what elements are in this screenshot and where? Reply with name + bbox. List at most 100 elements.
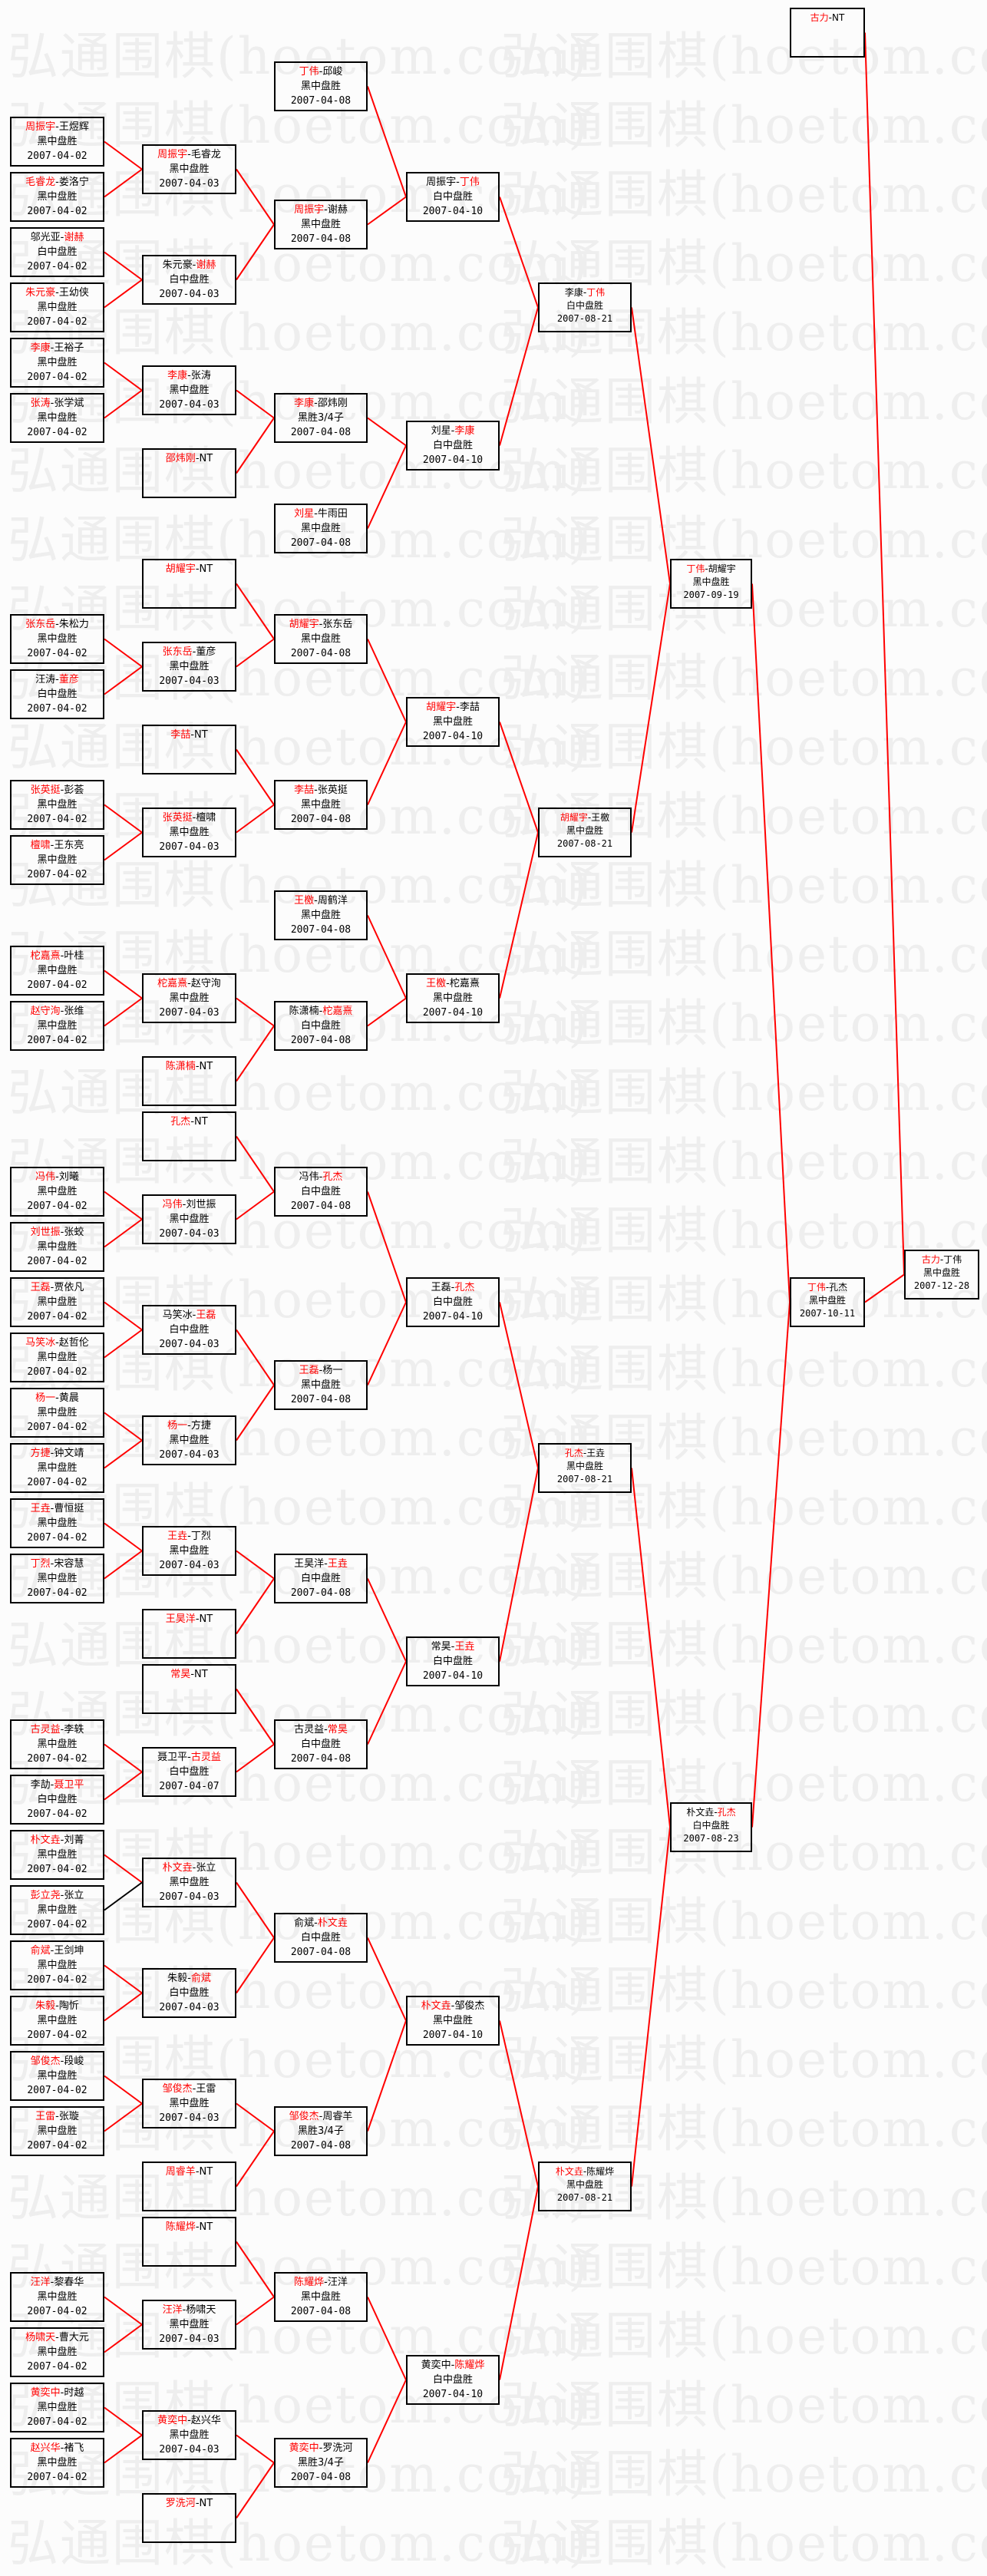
bye-match-box[interactable]: 周睿羊-NT — [142, 2162, 236, 2211]
match-box[interactable]: 马笑冰-王磊 白中盘胜 2007-04-03 — [142, 1305, 236, 1355]
bye-match-box[interactable]: 邵炜刚-NT — [142, 448, 236, 498]
bye-match-box[interactable]: 常昊-NT — [142, 1664, 236, 1714]
match-box[interactable]: 张英挺-檀啸 黑中盘胜 2007-04-03 — [142, 807, 236, 857]
match-box[interactable]: 李康-丁伟 白中盘胜 2007-08-21 — [538, 282, 632, 332]
match-box[interactable]: 张涛-张学斌 黑中盘胜 2007-04-02 — [10, 393, 104, 443]
match-box[interactable]: 马笑冰-赵哲伦 黑中盘胜 2007-04-02 — [10, 1333, 104, 1382]
match-box[interactable]: 冯伟-刘世振 黑中盘胜 2007-04-03 — [142, 1194, 236, 1244]
match-box[interactable]: 朴文垚-陈耀烨 黑中盘胜 2007-08-21 — [538, 2162, 632, 2211]
match-box[interactable]: 邹俊杰-王雷 黑中盘胜 2007-04-03 — [142, 2079, 236, 2129]
match-box[interactable]: 黄奕中-赵兴华 黑中盘胜 2007-04-03 — [142, 2410, 236, 2460]
match-box[interactable]: 黄奕中-罗洗河 黑胜3/4子 2007-04-08 — [274, 2438, 368, 2488]
bye-match-box[interactable]: 孔杰-NT — [142, 1111, 236, 1161]
match-box[interactable]: 邬光亚-谢赫 白中盘胜 2007-04-02 — [10, 227, 104, 277]
match-box[interactable]: 丁伟-孔杰 黑中盘胜 2007-10-11 — [790, 1277, 865, 1327]
bracket-connector — [236, 997, 275, 1027]
match-box[interactable]: 俞斌-朴文垚 白中盘胜 2007-04-08 — [274, 1913, 368, 1963]
bye-match-box[interactable]: 陈耀烨-NT — [142, 2217, 236, 2267]
match-box[interactable]: 朱元豪-谢赫 白中盘胜 2007-04-03 — [142, 255, 236, 305]
match-box[interactable]: 李喆-张英挺 黑中盘胜 2007-04-08 — [274, 780, 368, 830]
match-box[interactable]: 柁嘉熹-叶桂 黑中盘胜 2007-04-02 — [10, 946, 104, 996]
bye-match-box[interactable]: 李喆-NT — [142, 725, 236, 774]
match-box[interactable]: 王垚-丁烈 黑中盘胜 2007-04-03 — [142, 1526, 236, 1576]
match-box[interactable]: 张东岳-朱松力 黑中盘胜 2007-04-02 — [10, 614, 104, 664]
match-box[interactable]: 聂卫平-古灵益 白中盘胜 2007-04-07 — [142, 1747, 236, 1797]
match-box[interactable]: 陈潇楠-柁嘉熹 白中盘胜 2007-04-08 — [274, 1001, 368, 1051]
match-box[interactable]: 张东岳-董彦 黑中盘胜 2007-04-03 — [142, 642, 236, 692]
match-box[interactable]: 王垚-曹恒挺 黑中盘胜 2007-04-02 — [10, 1498, 104, 1548]
match-box[interactable]: 黄奕中-陈耀烨 白中盘胜 2007-04-10 — [406, 2355, 500, 2405]
match-box[interactable]: 朱元豪-王幼侠 黑中盘胜 2007-04-02 — [10, 282, 104, 332]
match-box[interactable]: 王磊-孔杰 白中盘胜 2007-04-10 — [406, 1277, 500, 1327]
match-box[interactable]: 周振宇-王煜辉 黑中盘胜 2007-04-02 — [10, 117, 104, 167]
match-box[interactable]: 冯伟-刘曦 黑中盘胜 2007-04-02 — [10, 1167, 104, 1217]
match-box[interactable]: 胡耀宇-李喆 黑中盘胜 2007-04-10 — [406, 697, 500, 747]
match-result: 黑中盘胜 — [37, 2015, 78, 2026]
match-box[interactable]: 周振宇-丁伟 白中盘胜 2007-04-10 — [406, 172, 500, 222]
match-box[interactable]: 朴文垚-刘菁 黑中盘胜 2007-04-02 — [10, 1830, 104, 1880]
bye-match-box[interactable]: 王昊洋-NT — [142, 1609, 236, 1659]
match-box[interactable]: 王磊-杨一 黑中盘胜 2007-04-08 — [274, 1360, 368, 1410]
match-box[interactable]: 陈耀烨-汪洋 黑中盘胜 2007-04-08 — [274, 2272, 368, 2322]
match-box[interactable]: 朴文垚-邹俊杰 黑中盘胜 2007-04-10 — [406, 1996, 500, 2046]
bye-match-box[interactable]: 胡耀宇-NT — [142, 559, 236, 609]
match-box[interactable]: 李康-张涛 黑中盘胜 2007-04-03 — [142, 365, 236, 415]
match-box[interactable]: 朴文垚-张立 黑中盘胜 2007-04-03 — [142, 1858, 236, 1907]
match-box[interactable]: 黄奕中-时越 黑中盘胜 2007-04-02 — [10, 2383, 104, 2432]
match-box[interactable]: 汪涛-董彦 白中盘胜 2007-04-02 — [10, 669, 104, 719]
match-box[interactable]: 王雷-张璇 黑中盘胜 2007-04-02 — [10, 2106, 104, 2156]
match-box[interactable]: 毛睿龙-娄洛宁 黑中盘胜 2007-04-02 — [10, 172, 104, 222]
match-box[interactable]: 王檄-柁嘉熹 黑中盘胜 2007-04-10 — [406, 973, 500, 1023]
match-box[interactable]: 胡耀宇-张东岳 黑中盘胜 2007-04-08 — [274, 614, 368, 664]
match-box[interactable]: 王磊-贾依凡 黑中盘胜 2007-04-02 — [10, 1277, 104, 1327]
match-box[interactable]: 丁伟-胡耀宇 黑中盘胜 2007-09-19 — [670, 559, 752, 609]
match-box[interactable]: 檀啸-王东亮 黑中盘胜 2007-04-02 — [10, 835, 104, 885]
match-box[interactable]: 邹俊杰-周睿羊 黑胜3/4子 2007-04-08 — [274, 2106, 368, 2156]
match-box[interactable]: 朱毅-俞斌 白中盘胜 2007-04-03 — [142, 1968, 236, 2018]
match-result: 白中盘胜 — [169, 1324, 210, 1336]
match-box[interactable]: 古力-丁伟 黑中盘胜 2007-12-28 — [904, 1250, 979, 1300]
match-box[interactable]: 古灵益-常昊 白中盘胜 2007-04-08 — [274, 1719, 368, 1769]
separator: - — [60, 1227, 64, 1238]
match-box[interactable]: 柁嘉熹-赵守洵 黑中盘胜 2007-04-03 — [142, 973, 236, 1023]
match-box[interactable]: 冯伟-孔杰 白中盘胜 2007-04-08 — [274, 1167, 368, 1217]
match-box[interactable]: 汪洋-黎春华 黑中盘胜 2007-04-02 — [10, 2272, 104, 2322]
match-box[interactable]: 方捷-钟文靖 黑中盘胜 2007-04-02 — [10, 1443, 104, 1493]
match-box[interactable]: 周振宇-毛睿龙 黑中盘胜 2007-04-03 — [142, 144, 236, 194]
match-box[interactable]: 李劼-聂卫平 白中盘胜 2007-04-02 — [10, 1775, 104, 1825]
match-box[interactable]: 张英挺-彭荟 黑中盘胜 2007-04-02 — [10, 780, 104, 830]
match-box[interactable]: 胡耀宇-王檄 黑中盘胜 2007-08-21 — [538, 807, 632, 857]
match-box[interactable]: 李康-王裕子 黑中盘胜 2007-04-02 — [10, 338, 104, 388]
match-box[interactable]: 王檄-周鹤洋 黑中盘胜 2007-04-08 — [274, 890, 368, 940]
match-box[interactable]: 赵守洵-张维 黑中盘胜 2007-04-02 — [10, 1001, 104, 1051]
match-box[interactable]: 刘星-牛雨田 黑中盘胜 2007-04-08 — [274, 504, 368, 553]
bracket-connector — [367, 1578, 407, 1662]
match-box[interactable]: 丁烈-宋容慧 黑中盘胜 2007-04-02 — [10, 1554, 104, 1603]
bye-match-box[interactable]: 罗洗河-NT — [142, 2493, 236, 2543]
match-box[interactable]: 朴文垚-孔杰 白中盘胜 2007-08-23 — [670, 1802, 752, 1852]
player-white: 贾依凡 — [54, 1282, 84, 1293]
match-box[interactable]: 杨一-黄晨 黑中盘胜 2007-04-02 — [10, 1388, 104, 1438]
match-box[interactable]: 刘星-李康 白中盘胜 2007-04-10 — [406, 421, 500, 471]
match-box[interactable]: 彭立尧-张立 黑中盘胜 2007-04-02 — [10, 1885, 104, 1935]
match-box[interactable]: 常昊-王垚 白中盘胜 2007-04-10 — [406, 1636, 500, 1686]
match-box[interactable]: 刘世振-张蛟 黑中盘胜 2007-04-02 — [10, 1222, 104, 1272]
match-date: 2007-04-08 — [290, 814, 352, 825]
match-box[interactable]: 汪洋-杨啸天 黑中盘胜 2007-04-03 — [142, 2300, 236, 2350]
match-box[interactable]: 邹俊杰-段峻 黑中盘胜 2007-04-02 — [10, 2051, 104, 2101]
match-box[interactable]: 古灵益-李轶 黑中盘胜 2007-04-02 — [10, 1719, 104, 1769]
match-box[interactable]: 赵兴华-褚飞 黑中盘胜 2007-04-02 — [10, 2438, 104, 2488]
player-black: 张东岳 — [162, 646, 193, 658]
match-box[interactable]: 朱毅-陶忻 黑中盘胜 2007-04-02 — [10, 1996, 104, 2046]
bye-match-box[interactable]: 陈潇楠-NT — [142, 1056, 236, 1106]
match-box[interactable]: 杨一-方捷 黑中盘胜 2007-04-03 — [142, 1415, 236, 1465]
match-box[interactable]: 俞斌-王剑坤 黑中盘胜 2007-04-02 — [10, 1940, 104, 1990]
match-box[interactable]: 丁伟-邱峻 黑中盘胜 2007-04-08 — [274, 61, 368, 111]
match-box[interactable]: 王昊洋-王垚 白中盘胜 2007-04-08 — [274, 1554, 368, 1603]
match-box[interactable]: 孔杰-王垚 黑中盘胜 2007-08-21 — [538, 1443, 632, 1493]
match-box[interactable]: 杨啸天-曹大元 黑中盘胜 2007-04-02 — [10, 2327, 104, 2377]
match-box[interactable]: 周振宇-谢赫 黑中盘胜 2007-04-08 — [274, 200, 368, 249]
match-box[interactable]: 李康-邵炜刚 黑胜3/4子 2007-04-08 — [274, 393, 368, 443]
player-white: 丁伟 — [459, 177, 480, 188]
bye-match-box[interactable]: 古力-NT — [790, 8, 865, 58]
